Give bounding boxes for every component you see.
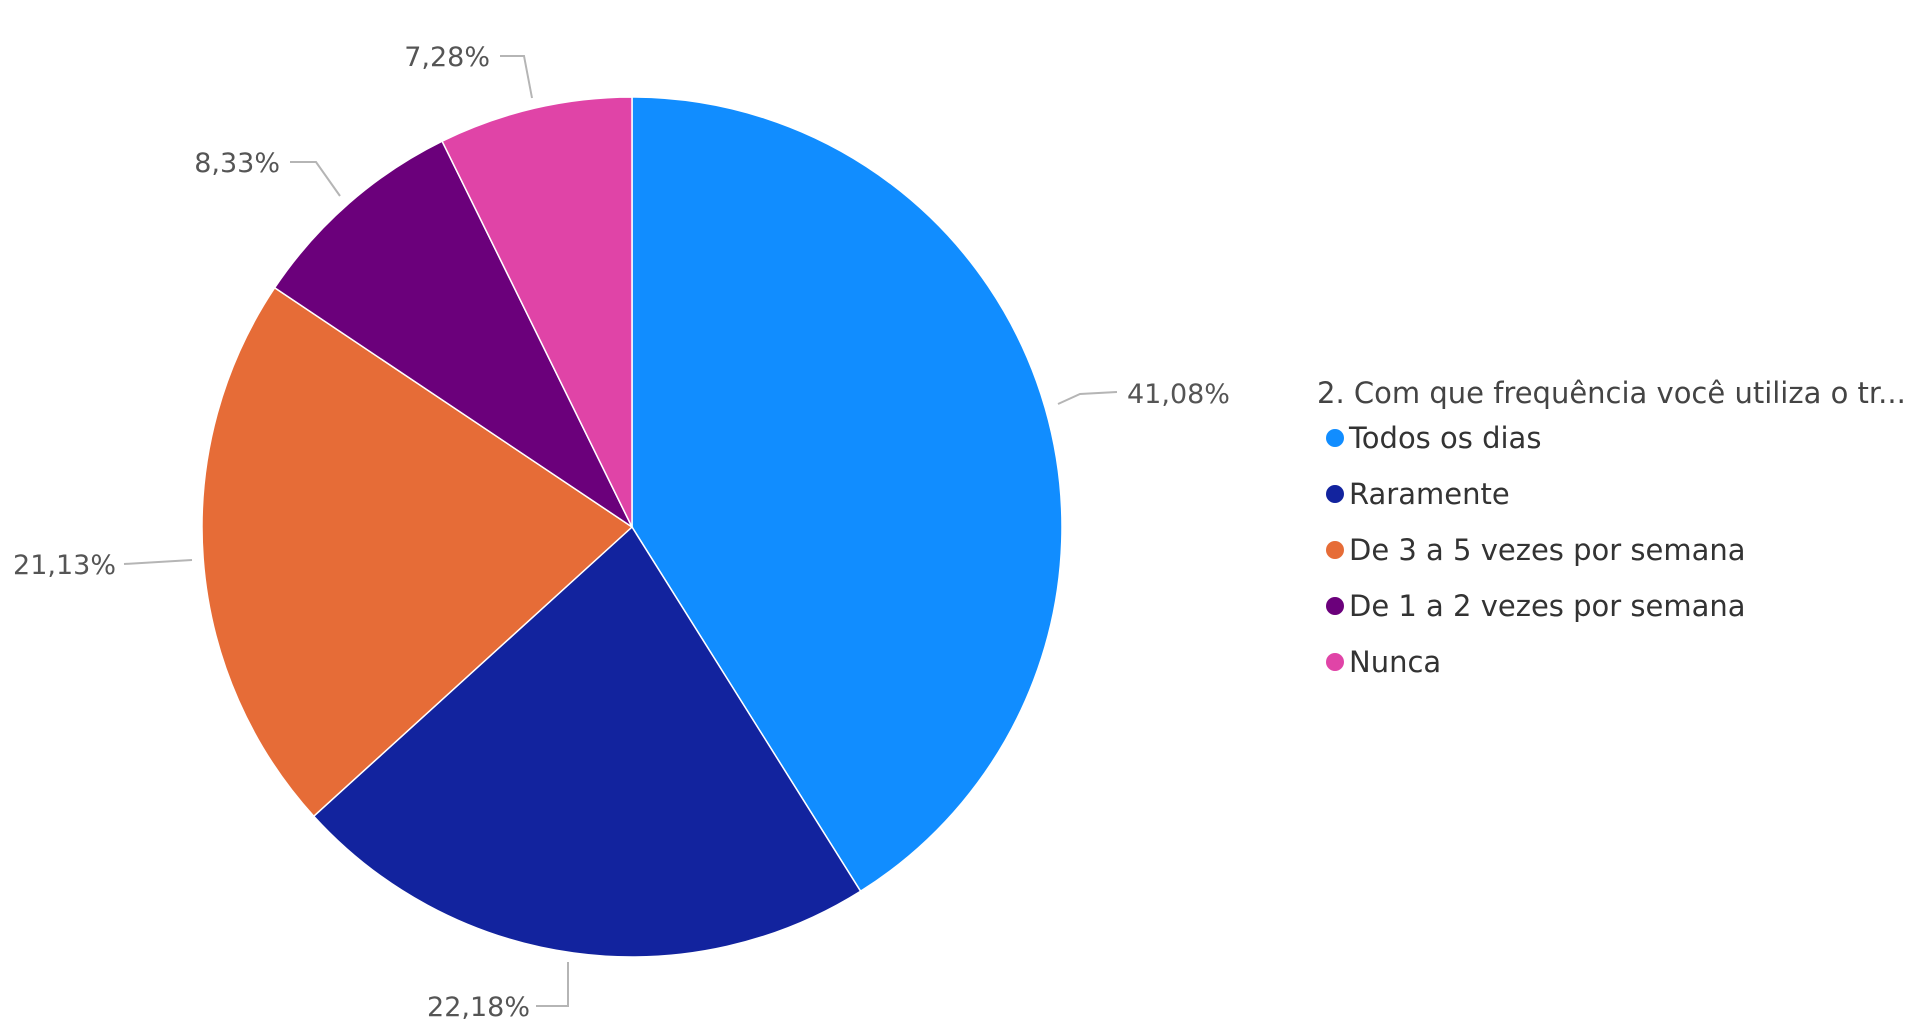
pie-slice-5[interactable] <box>441 96 633 528</box>
data-label-5: 7,28% <box>404 42 490 73</box>
legend: 2. Com que frequência você utiliza o tr.… <box>1317 376 1906 679</box>
legend-marker-1 <box>1326 429 1344 447</box>
leader-line-3 <box>123 559 193 565</box>
legend-item-2[interactable]: Raramente <box>1349 477 1510 511</box>
pie-slice-1[interactable] <box>631 96 1063 893</box>
leader-line-5 <box>500 55 533 99</box>
data-label-4: 8,33% <box>194 148 280 179</box>
legend-marker-2 <box>1326 485 1344 503</box>
legend-item-5[interactable]: Nunca <box>1349 645 1441 679</box>
data-label-1: 41,08% <box>1127 379 1230 410</box>
pie-slice-3[interactable] <box>201 286 634 818</box>
leader-line-1 <box>1057 391 1118 405</box>
legend-item-4[interactable]: De 1 a 2 vezes por semana <box>1349 589 1746 623</box>
legend-item-3[interactable]: De 3 a 5 vezes por semana <box>1349 533 1746 567</box>
pie-slices <box>201 96 1063 958</box>
data-label-3: 21,13% <box>13 550 116 581</box>
leader-line-2 <box>536 962 569 1007</box>
pie-slice-2[interactable] <box>312 525 862 958</box>
legend-items: Todos os dias Raramente De 3 a 5 vezes por… <box>1326 421 1746 679</box>
legend-marker-5 <box>1326 653 1344 671</box>
pie-data-labels: 41,08% 22,18% 21,13% 8,33% 7,28% <box>13 42 1230 1023</box>
pie-leader-lines <box>123 55 1118 1007</box>
legend-marker-3 <box>1326 541 1344 559</box>
legend-item-1[interactable]: Todos os dias <box>1348 421 1541 455</box>
legend-marker-4 <box>1326 597 1344 615</box>
data-label-2: 22,18% <box>427 992 530 1023</box>
legend-title: 2. Com que frequência você utiliza o tr.… <box>1317 376 1906 410</box>
pie-slice-4[interactable] <box>273 140 634 530</box>
leader-line-4 <box>290 161 341 197</box>
